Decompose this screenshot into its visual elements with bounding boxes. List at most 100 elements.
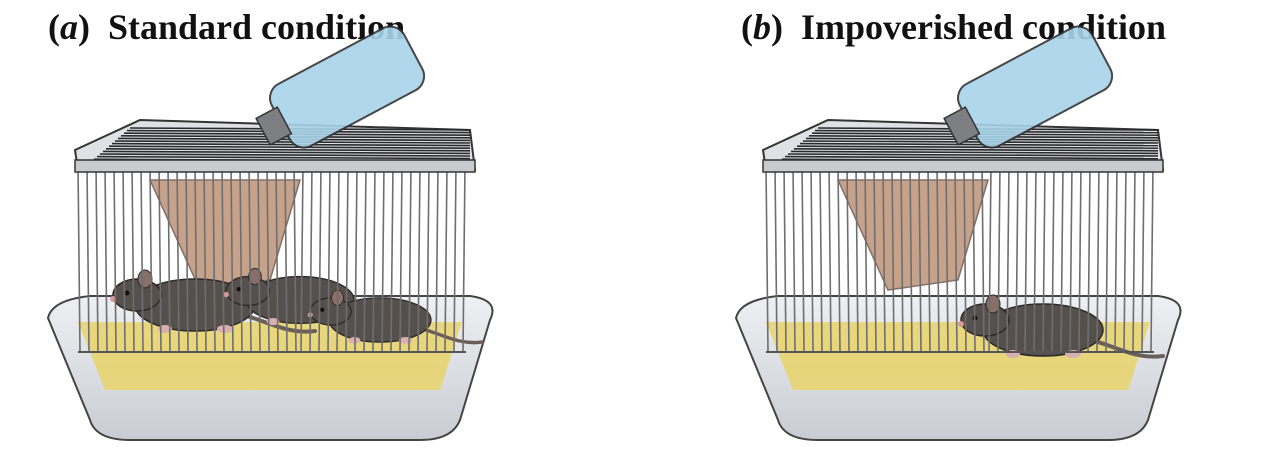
- cage-bar: [185, 164, 189, 353]
- cage-bar: [1006, 164, 1010, 353]
- panel-letter: b: [753, 7, 771, 47]
- cage-bar: [167, 164, 171, 353]
- cage-bar: [972, 164, 976, 353]
- rat-head: [112, 278, 162, 312]
- cage-bar: [221, 164, 225, 353]
- cage-bar: [327, 164, 331, 353]
- cage-bar: [936, 164, 940, 353]
- cage-bar: [417, 164, 421, 353]
- cage-bar: [131, 164, 135, 353]
- cage-bar: [462, 164, 466, 353]
- cage-bar: [855, 164, 859, 353]
- cage-illustration: [734, 25, 1182, 441]
- panel-caption: (b) Impoverished condition: [741, 7, 1167, 47]
- cage-bar: [336, 164, 340, 353]
- cage-bar: [810, 164, 814, 353]
- rat-nose: [110, 296, 116, 302]
- cage-bar: [104, 164, 108, 353]
- cage-bar: [882, 164, 886, 353]
- cage-bar: [846, 164, 850, 353]
- cage-bar: [891, 164, 895, 353]
- cage-bar: [1069, 164, 1073, 353]
- cage-bar: [819, 164, 823, 353]
- rat-nose: [223, 291, 229, 298]
- cage-bar: [266, 164, 270, 353]
- cage-bar: [1105, 164, 1109, 353]
- cage-bar: [774, 164, 778, 353]
- lid-rim: [74, 159, 476, 173]
- cage-group: [734, 25, 1182, 441]
- cage-bar: [988, 164, 992, 353]
- cage-bar: [426, 164, 430, 353]
- cage-bar: [981, 164, 985, 353]
- cage-bar: [300, 164, 304, 353]
- bottle-cap: [255, 106, 293, 146]
- rat-eye: [124, 290, 130, 296]
- cage-bar: [212, 164, 216, 353]
- lid-bar: [96, 155, 471, 160]
- cage-bar: [122, 164, 126, 353]
- lid-bar: [105, 148, 471, 152]
- rat-eye: [320, 307, 325, 312]
- cage-bar: [309, 164, 313, 353]
- water-bottle: [255, 25, 426, 149]
- rat-paw: [217, 325, 233, 333]
- cage-bar: [284, 164, 288, 353]
- cage-bar: [837, 164, 841, 353]
- cage-bar: [792, 164, 796, 353]
- panel-impoverished: (b) Impoverished condition: [643, 0, 1286, 470]
- cage-bar: [318, 164, 322, 353]
- lid-bar: [793, 148, 1159, 152]
- cage-bar: [390, 164, 394, 353]
- cage-bar: [1060, 164, 1064, 353]
- panel-title: Standard condition: [108, 7, 406, 47]
- lid-rim: [762, 159, 1164, 173]
- cage-bar: [1042, 164, 1046, 353]
- cage-bars: [765, 164, 1154, 353]
- cage-bar: [381, 164, 385, 353]
- cage-bar: [873, 164, 877, 353]
- cage-bar: [1033, 164, 1037, 353]
- cage-bar: [909, 164, 913, 353]
- lid-bar: [102, 150, 471, 155]
- rat-ear: [137, 269, 153, 289]
- cage-bar: [257, 164, 261, 353]
- cage-bar: [954, 164, 958, 353]
- lid-bar: [796, 145, 1159, 149]
- cage-bar: [203, 164, 207, 353]
- cage-bar: [453, 164, 457, 353]
- cage-bar: [997, 164, 1001, 353]
- cage-illustration: [46, 25, 494, 441]
- cage-bar: [864, 164, 868, 353]
- cage-bar: [765, 164, 769, 353]
- cage-bar: [275, 164, 279, 353]
- cage-bar: [1150, 164, 1154, 353]
- lid-bar: [111, 142, 471, 147]
- cage-bar: [783, 164, 787, 353]
- rat-eye: [236, 286, 242, 292]
- rat-ear: [248, 268, 262, 286]
- cage-bar: [963, 164, 967, 353]
- cage-bar: [176, 164, 180, 353]
- cage-bar: [293, 164, 297, 353]
- cage-bar: [77, 164, 81, 353]
- cage-bar: [1114, 164, 1118, 353]
- cage-bar: [444, 164, 448, 353]
- cage-bar: [1132, 164, 1136, 353]
- cage-bar: [918, 164, 922, 353]
- cage-bar: [230, 164, 234, 353]
- cage-bar: [149, 164, 153, 353]
- cage-bar: [801, 164, 805, 353]
- cage-bar: [900, 164, 904, 353]
- cage-bar: [140, 164, 144, 353]
- cage-bar: [828, 164, 832, 353]
- lid-bar: [108, 145, 471, 149]
- cage-bar: [239, 164, 243, 353]
- cage-bar: [1051, 164, 1055, 353]
- cage-bar: [1078, 164, 1082, 353]
- cage-bar: [372, 164, 376, 353]
- cage-bar: [435, 164, 439, 353]
- rat-head: [309, 297, 352, 326]
- panel-standard: (a) Standard condition: [46, 7, 494, 441]
- cage-bar: [113, 164, 117, 353]
